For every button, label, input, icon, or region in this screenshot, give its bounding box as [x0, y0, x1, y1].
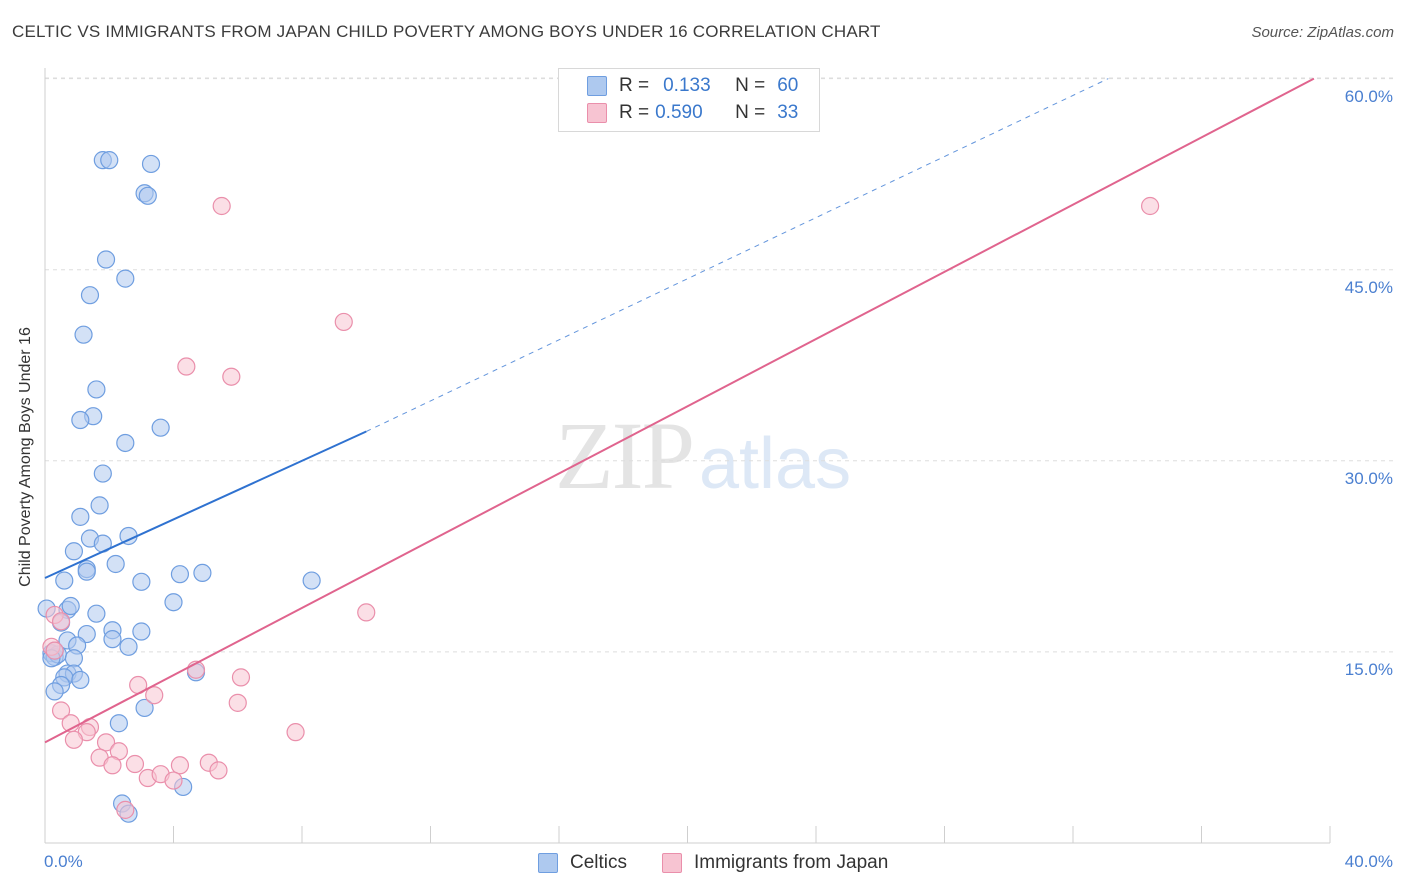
y-tick-label-30: 30.0%: [1344, 469, 1393, 488]
data-point-celtic: [132, 622, 151, 641]
data-point-celtic: [116, 269, 135, 288]
data-point-japan: [209, 761, 228, 780]
data-point-celtic: [64, 542, 84, 561]
legend-r-value: 0.590: [655, 102, 703, 123]
data-point-celtic: [55, 571, 74, 590]
data-point-celtic: [164, 593, 183, 612]
trendline-celtic: [44, 430, 367, 579]
legend-r-key: R =: [619, 75, 650, 96]
data-point-japan: [125, 754, 145, 774]
data-point-celtic: [116, 433, 135, 453]
data-point-celtic: [71, 670, 90, 690]
series-swatch-celtics: [538, 853, 558, 873]
data-point-japan: [164, 771, 183, 790]
x-tick-label-min: 0.0%: [44, 852, 83, 871]
stats-legend: R = 0.133 N = 60 R = 0.590 N = 33: [558, 68, 820, 132]
series-label-celtics: Celtics: [570, 852, 628, 873]
data-point-celtic: [132, 572, 151, 591]
data-point-japan: [334, 312, 353, 332]
source-credit: Source: ZipAtlas.com: [1251, 24, 1394, 41]
y-tick-label-45: 45.0%: [1344, 278, 1393, 297]
data-point-japan: [228, 693, 247, 712]
legend-row-celtics: R = 0.133 N = 60: [559, 73, 798, 99]
legend-n-value: 60: [777, 75, 799, 96]
data-point-celtic: [106, 554, 125, 574]
data-point-celtic: [80, 286, 100, 305]
data-point-celtic: [141, 154, 161, 174]
data-point-celtic: [193, 563, 212, 583]
watermark: ZIPatlas: [555, 400, 851, 511]
chart-title: CELTIC VS IMMIGRANTS FROM JAPAN CHILD PO…: [12, 22, 881, 41]
data-point-celtic: [151, 418, 170, 437]
data-point-japan: [222, 367, 241, 386]
series-legend-japan[interactable]: Immigrants from Japan: [662, 852, 888, 874]
data-point-japan: [64, 730, 84, 749]
data-point-celtic: [90, 496, 109, 515]
data-point-japan: [103, 756, 122, 775]
trendline-japan: [44, 77, 1315, 744]
data-point-japan: [286, 723, 305, 742]
data-point-celtic: [119, 637, 138, 656]
data-point-japan: [45, 641, 64, 660]
series-label-japan: Immigrants from Japan: [694, 852, 889, 873]
trendline-celtic-extension: [366, 78, 1109, 432]
legend-r-value: 0.133: [663, 75, 711, 96]
data-point-celtic: [100, 151, 119, 170]
legend-swatch-japan: [587, 103, 607, 123]
data-point-celtic: [138, 186, 157, 205]
watermark-zip: ZIP: [555, 402, 695, 509]
data-point-celtic: [93, 464, 112, 483]
data-point-japan: [145, 686, 164, 705]
legend-n-key: N =: [735, 75, 766, 96]
y-tick-label-15: 15.0%: [1344, 660, 1393, 679]
data-point-celtic: [109, 714, 128, 733]
data-point-celtic: [61, 596, 80, 616]
data-point-japan: [51, 612, 71, 631]
data-point-celtic: [71, 410, 90, 430]
data-point-japan: [357, 603, 376, 622]
data-point-japan: [1140, 196, 1160, 216]
data-point-celtic: [302, 571, 321, 590]
data-point-japan: [212, 196, 231, 216]
data-point-celtic: [87, 380, 106, 399]
data-point-celtic: [71, 507, 90, 526]
data-point-celtic: [103, 630, 122, 649]
data-point-celtic: [170, 565, 190, 584]
y-tick-label-60: 60.0%: [1344, 87, 1393, 106]
data-point-celtic: [74, 325, 93, 344]
data-point-celtic: [77, 562, 96, 581]
series-legend-celtics[interactable]: Celtics: [538, 852, 627, 874]
data-point-japan: [170, 756, 190, 775]
data-point-japan: [231, 668, 251, 687]
data-point-japan: [51, 701, 71, 720]
legend-n-value: 33: [777, 102, 799, 123]
legend-n-key: N =: [735, 102, 766, 123]
data-point-japan: [96, 733, 116, 752]
watermark-atlas: atlas: [699, 424, 852, 504]
data-point-japan: [177, 357, 196, 376]
series-swatch-japan: [662, 853, 682, 873]
data-point-celtic: [135, 698, 154, 718]
data-point-celtic: [87, 604, 106, 623]
data-point-celtic: [45, 682, 64, 701]
series-legend: Celtics Immigrants from Japan: [0, 852, 1406, 878]
legend-swatch-celtics: [587, 76, 607, 96]
legend-row-japan: R = 0.590 N = 33: [559, 100, 798, 126]
data-point-celtic: [64, 649, 84, 668]
data-point-celtic: [96, 250, 116, 269]
data-point-japan: [116, 800, 135, 819]
x-tick-label-max: 40.0%: [1344, 852, 1393, 871]
legend-r-key: R =: [619, 102, 650, 123]
